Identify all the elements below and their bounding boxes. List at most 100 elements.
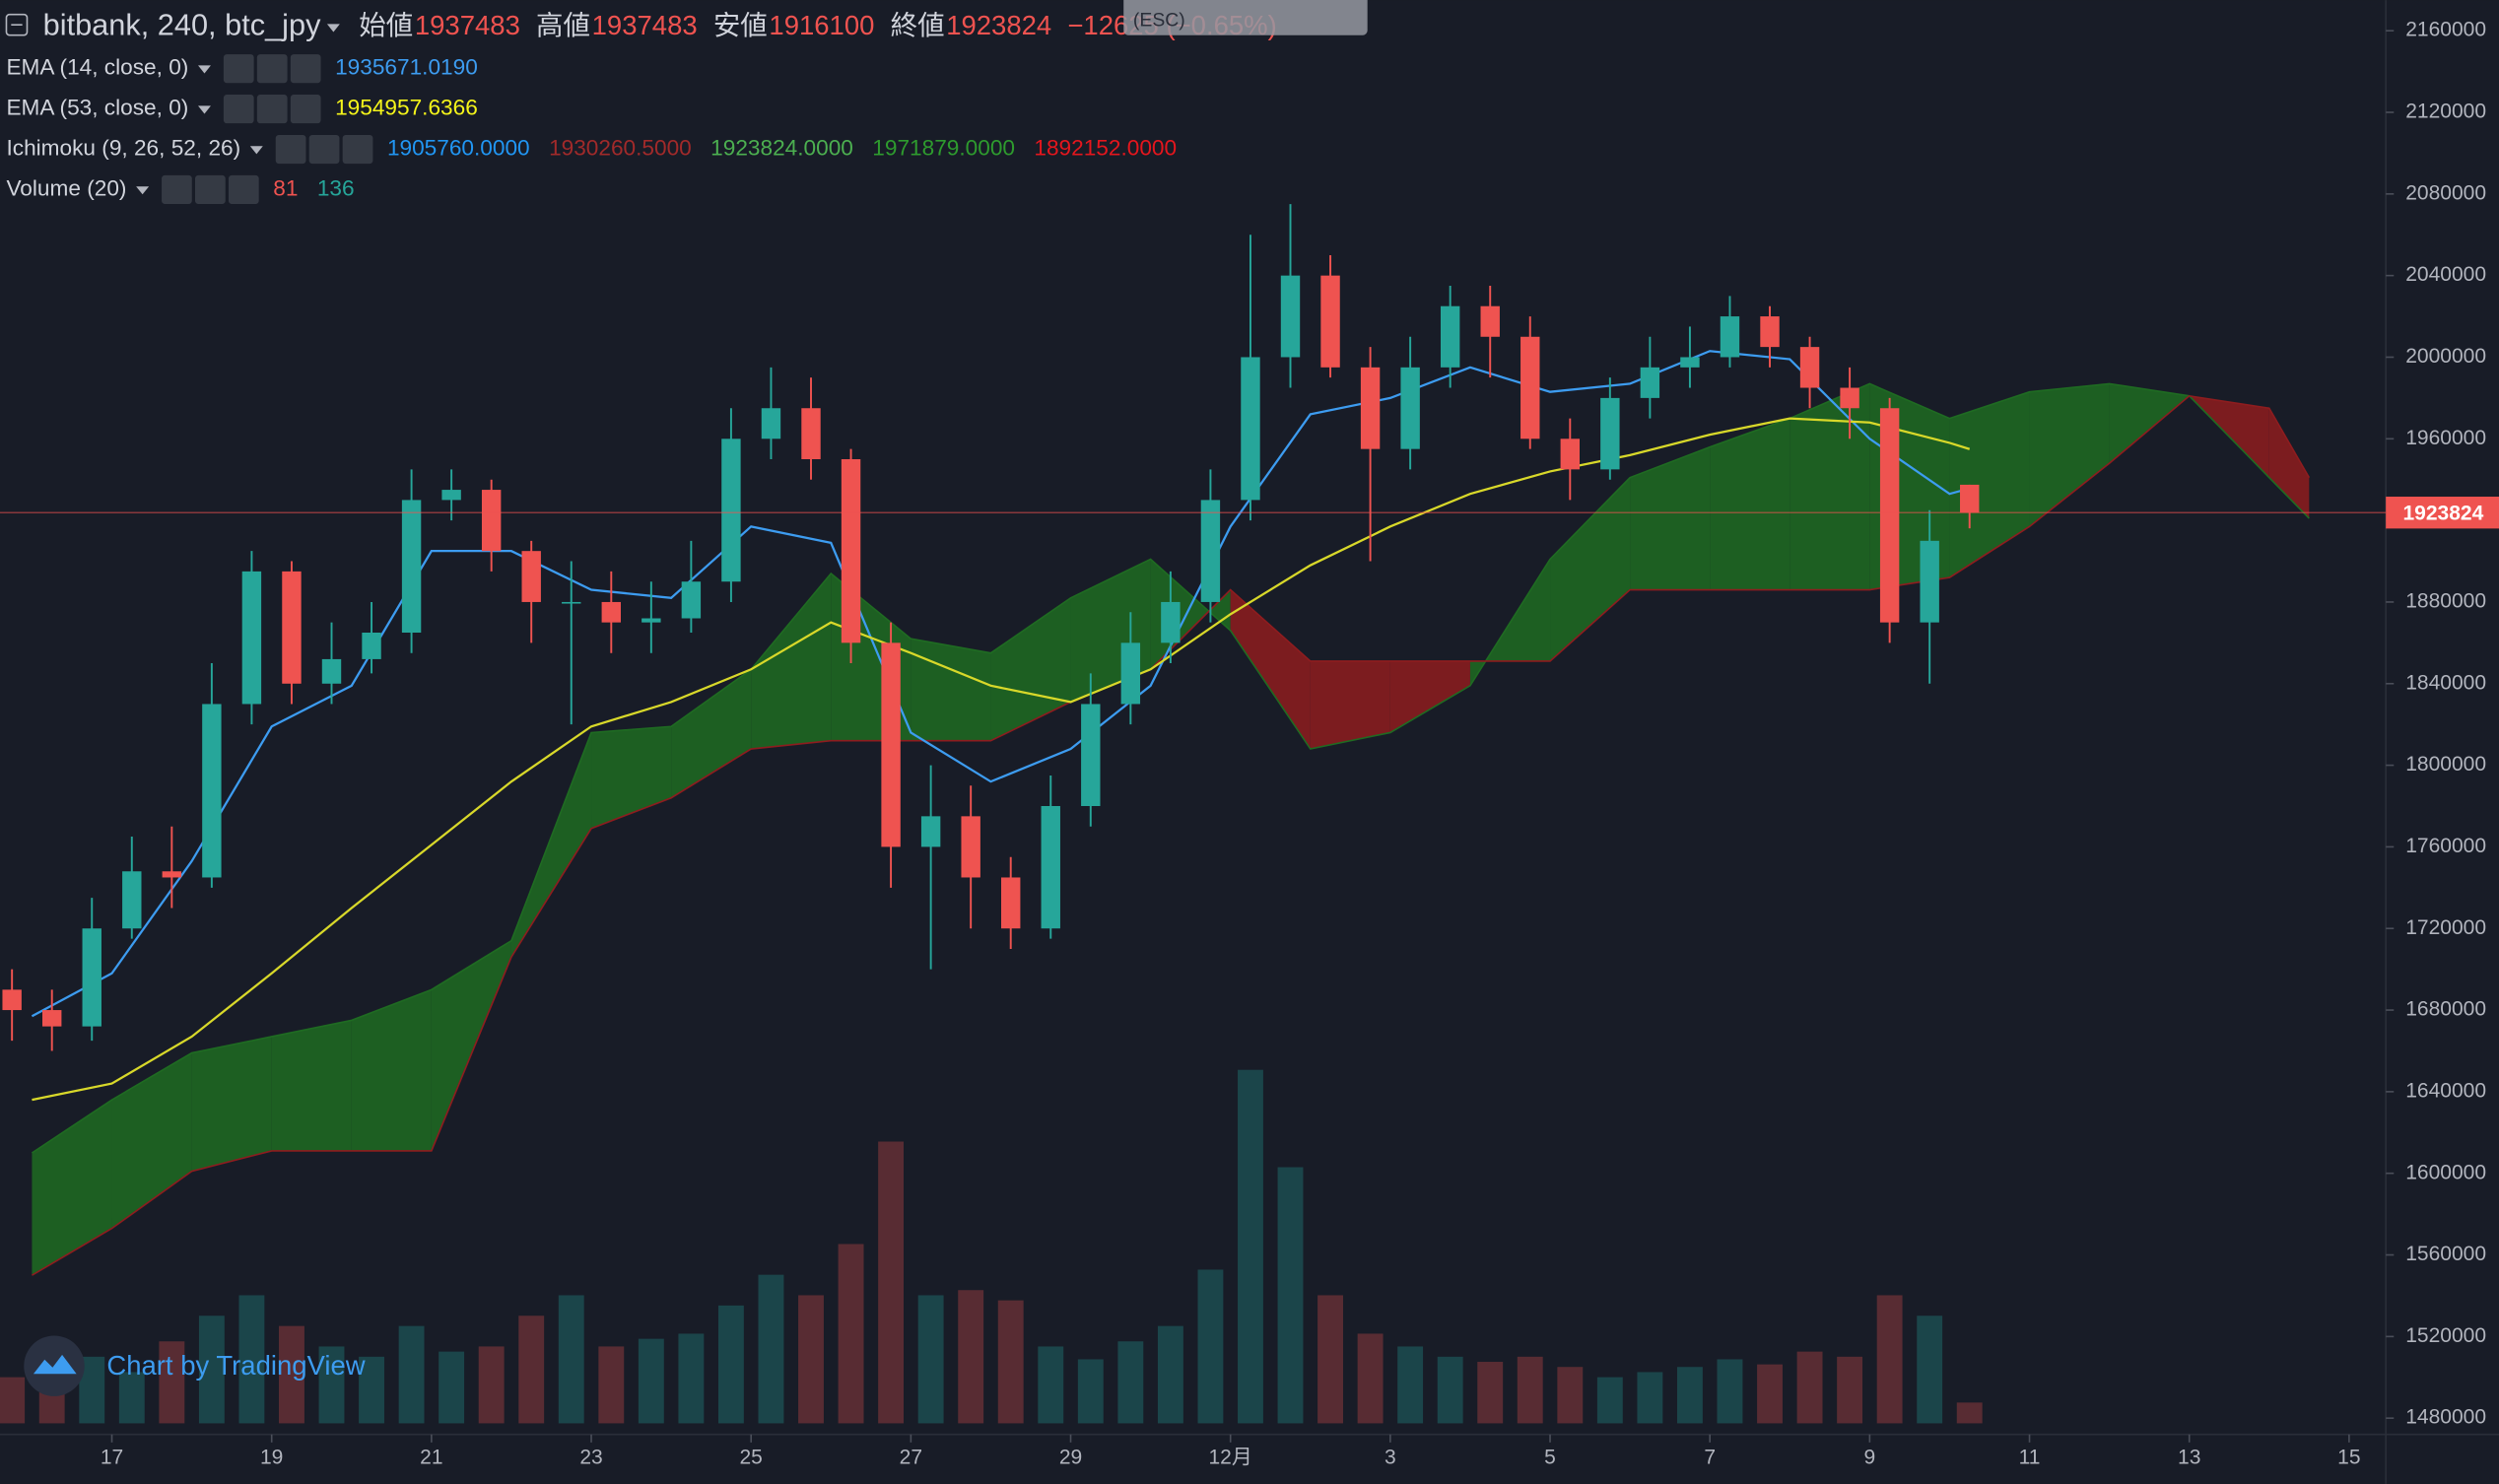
- cloud-segment: [191, 1036, 272, 1172]
- volume-bar: [1557, 1367, 1584, 1424]
- candle-body: [1280, 275, 1301, 358]
- cloud-segment: [1550, 477, 1631, 661]
- candle-body: [1920, 540, 1939, 623]
- indicator-button: [256, 54, 288, 84]
- candle-body: [2, 989, 22, 1011]
- candle-body: [401, 500, 422, 634]
- volume-bar: [198, 1315, 225, 1424]
- x-tick-label: 25: [739, 1447, 762, 1469]
- volume-bar: [1596, 1377, 1623, 1424]
- header-text: 1937483: [415, 10, 520, 40]
- header-text: 始値: [359, 10, 413, 40]
- y-tick-label: 2000000: [2405, 345, 2486, 368]
- volume-bar: [638, 1338, 664, 1424]
- cloud-segment: [671, 669, 752, 798]
- x-tick-label: 29: [1059, 1447, 1082, 1469]
- cloud-segment: [32, 1100, 112, 1276]
- indicator-button: [308, 134, 340, 165]
- header-text: 81: [273, 175, 298, 200]
- volume-bar: [958, 1290, 984, 1424]
- volume-bar: [997, 1300, 1024, 1424]
- cloud-segment: [591, 726, 672, 829]
- header-text: bitbank, 240, btc_jpy: [43, 8, 321, 42]
- candle-body: [1760, 316, 1780, 348]
- candle-body: [162, 871, 182, 878]
- x-tick-label: 21: [420, 1447, 442, 1469]
- tooltip-text: (ESC): [1133, 9, 1185, 31]
- volume-bar: [1917, 1315, 1943, 1424]
- candle-body: [1960, 484, 1980, 513]
- x-tick-label: 19: [260, 1447, 283, 1469]
- candle-body: [1360, 367, 1381, 449]
- header-text: 高値: [536, 10, 590, 40]
- indicator-button: [342, 134, 373, 165]
- header-text: 安値: [713, 10, 768, 40]
- watermark: Chart by TradingView: [106, 1350, 365, 1381]
- candle-body: [1001, 877, 1021, 929]
- header-text: Volume (20): [6, 175, 126, 200]
- candle-body: [122, 871, 142, 929]
- volume-bar: [1077, 1359, 1104, 1424]
- candle-body: [202, 704, 222, 878]
- volume-bar: [758, 1274, 784, 1424]
- candle-body: [241, 571, 262, 705]
- cloud-segment: [751, 573, 832, 750]
- candle-body: [1480, 305, 1500, 337]
- y-tick-label: 1960000: [2405, 427, 2486, 449]
- cloud-segment: [2029, 383, 2110, 527]
- y-tick-label: 1840000: [2405, 671, 2486, 694]
- cloud-segment: [911, 639, 991, 741]
- cloud-segment: [1230, 589, 1311, 750]
- ema-line: [32, 417, 1971, 1102]
- y-tick-label: 1600000: [2405, 1161, 2486, 1183]
- indicator-button: [223, 54, 254, 84]
- x-tick-label: 23: [579, 1447, 602, 1469]
- candle-body: [642, 618, 661, 623]
- volume-bar: [478, 1346, 505, 1424]
- indicator-button: [223, 95, 254, 124]
- candle-body: [282, 571, 302, 684]
- x-tick-label: 11: [2019, 1447, 2041, 1469]
- candle-body: [562, 601, 581, 604]
- indicator-button: [275, 134, 306, 165]
- candle-body: [1320, 275, 1340, 368]
- x-tick-label: 17: [101, 1447, 123, 1469]
- cloud-segment: [1949, 391, 2030, 578]
- candle-body: [481, 490, 502, 552]
- header-text: Ichimoku (9, 26, 52, 26): [6, 135, 240, 160]
- volume-bar: [0, 1377, 26, 1424]
- header-text: 1954957.6366: [335, 96, 478, 120]
- candle-body: [801, 408, 821, 460]
- candle-body: [521, 551, 541, 602]
- candle-body: [1840, 387, 1859, 409]
- y-tick-label: 1560000: [2405, 1243, 2486, 1265]
- cloud-segment: [2268, 408, 2310, 519]
- candle-body: [721, 438, 741, 582]
- candle-body: [920, 816, 941, 847]
- header-text: 1905760.0000: [387, 135, 530, 160]
- volume-bar: [798, 1295, 824, 1424]
- candle-body: [961, 816, 980, 878]
- volume-bar: [917, 1295, 944, 1424]
- volume-bar: [1117, 1341, 1144, 1424]
- volume-bar: [398, 1325, 425, 1424]
- candle-body: [681, 581, 702, 619]
- volume-bar: [1317, 1295, 1343, 1424]
- volume-bar: [518, 1315, 545, 1424]
- y-tick-label: 1720000: [2405, 916, 2486, 939]
- x-tick-label: 7: [1704, 1447, 1716, 1469]
- candle-body: [1640, 367, 1660, 398]
- collapse-icon: [5, 13, 29, 36]
- header-text: 1937483: [592, 10, 698, 40]
- y-tick-label: 1640000: [2405, 1079, 2486, 1102]
- candle-body: [601, 601, 621, 623]
- y-tick-label: 2120000: [2405, 101, 2486, 123]
- y-tick-label: 2080000: [2405, 181, 2486, 204]
- volume-bar: [678, 1333, 705, 1424]
- volume-bar: [1357, 1333, 1384, 1424]
- volume-bar: [1157, 1325, 1183, 1424]
- dropdown-caret: [249, 146, 263, 155]
- cloud-segment: [111, 1052, 192, 1229]
- dropdown-caret: [198, 105, 211, 114]
- cloud-segment: [351, 989, 432, 1151]
